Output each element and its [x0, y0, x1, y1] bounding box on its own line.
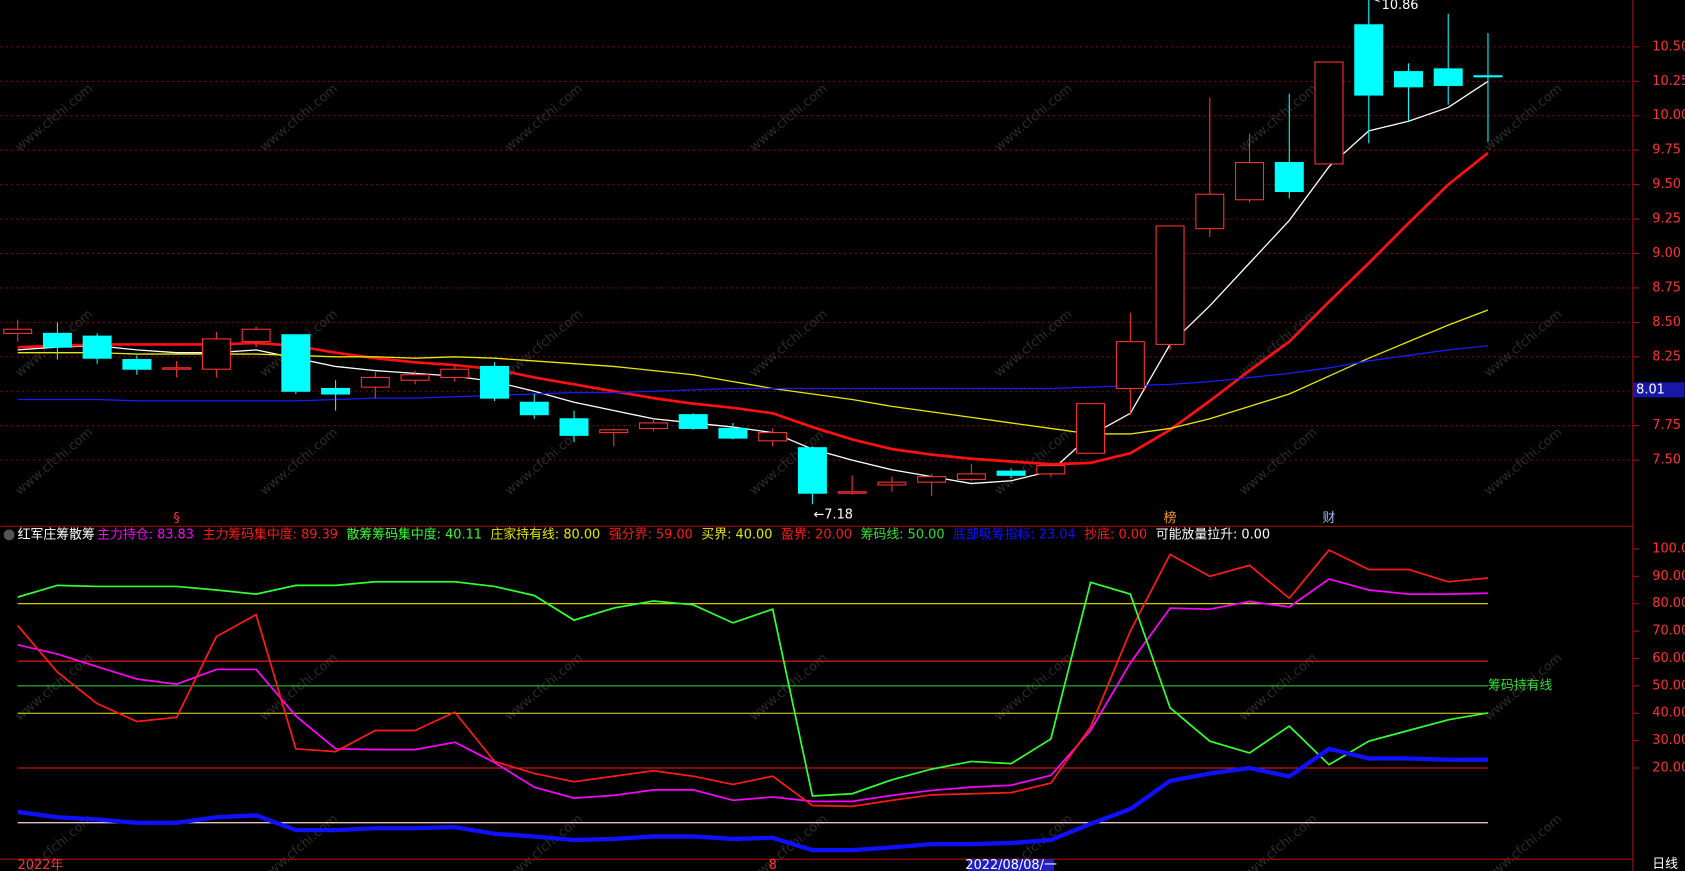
- y-tick-label: 80.00: [1652, 596, 1685, 611]
- candle-body: [1076, 403, 1106, 454]
- y-tick-label: 9.75: [1652, 143, 1681, 158]
- signal-marker: §: [173, 511, 179, 526]
- legend-entry: 买界: 40.00: [701, 527, 772, 542]
- candle-body: [1115, 341, 1145, 390]
- candle-body: [1433, 68, 1463, 86]
- y-tick-label: 9.00: [1652, 246, 1681, 261]
- indicator-line: [17, 548, 1489, 808]
- legend-entry: 盈界: 20.00: [781, 527, 852, 542]
- legend-entry: 底部吸筹指标: 23.04: [953, 526, 1076, 542]
- candle-body: [996, 470, 1026, 476]
- y-tick-label: 90.00: [1652, 569, 1685, 584]
- candle-body: [599, 429, 629, 434]
- legend-entry: 主力持仓: 83.83: [97, 527, 194, 542]
- y-tick-label: 10.00: [1652, 108, 1685, 123]
- legend-entry: 庄家持有线: 80.00: [491, 526, 601, 542]
- x-tick-label: 8: [769, 858, 777, 871]
- candle-body: [281, 334, 311, 392]
- y-tick-label: 9.25: [1652, 212, 1681, 227]
- x-tick-label: 2022年: [18, 858, 64, 871]
- candle-body: [1393, 71, 1423, 88]
- candle-body: [837, 491, 867, 494]
- annotation-leader: [1374, 0, 1380, 3]
- indicator-line: [17, 580, 1489, 797]
- candle-body: [3, 328, 33, 334]
- y-tick-label: 7.75: [1652, 418, 1681, 433]
- period-label[interactable]: 日线: [1652, 857, 1678, 871]
- candle-body: [519, 401, 549, 416]
- y-tick-label: 100.0: [1652, 541, 1685, 556]
- candle-body: [42, 332, 72, 348]
- moving-average: [17, 151, 1489, 466]
- signal-marker: 榜: [1164, 510, 1177, 526]
- candle-body: [917, 476, 947, 483]
- y-tick-label: 8.50: [1652, 315, 1681, 330]
- candle-body: [1235, 162, 1265, 201]
- cursor-date-bg: [968, 859, 1055, 871]
- y-tick-label: 8.25: [1652, 349, 1681, 364]
- y-tick-label: 10.25: [1652, 74, 1685, 89]
- y-tick-label: 8.75: [1652, 280, 1681, 295]
- candle-body: [241, 328, 271, 343]
- candle-body: [956, 473, 986, 480]
- level-note: 筹码持有线: [1488, 677, 1553, 693]
- candle-body: [1155, 225, 1185, 345]
- candle-body: [122, 359, 152, 370]
- candle-body: [1314, 61, 1344, 165]
- legend-entry: 抄底: 0.00: [1084, 526, 1147, 542]
- candle-body: [678, 414, 708, 429]
- y-tick-label: 7.50: [1652, 453, 1681, 468]
- legend-entry: 筹码线: 50.00: [861, 526, 945, 542]
- candle-body: [1036, 465, 1066, 475]
- candle-body: [1354, 24, 1384, 96]
- candle-body: [480, 365, 510, 399]
- annotation: 10.86: [1382, 0, 1419, 13]
- y-tick-label: 40.00: [1652, 706, 1685, 721]
- legend-entry: 主力筹码集中度: 89.39: [203, 526, 338, 542]
- y-tick-label: 60.00: [1652, 651, 1685, 666]
- indicator-line: [17, 578, 1488, 803]
- cursor-price-bg: [1632, 382, 1685, 398]
- candle-body: [758, 432, 788, 442]
- candle-body: [440, 368, 470, 379]
- candle-body: [797, 447, 827, 494]
- candle-body: [718, 427, 748, 439]
- candle-body: [360, 376, 390, 388]
- y-tick-label: 50.00: [1652, 678, 1685, 693]
- moving-average: [17, 80, 1489, 485]
- legend-entry: 散筹筹码集中度: 40.11: [347, 526, 482, 542]
- x-tick-label: 2022/08/08/一: [965, 858, 1057, 871]
- candle-body: [559, 418, 589, 436]
- signal-marker: 财: [1323, 511, 1336, 526]
- candle-body: [877, 481, 907, 486]
- cursor-price: 8.01: [1636, 382, 1665, 397]
- candle-body: [400, 374, 430, 381]
- annotation: ←7.18: [814, 507, 853, 522]
- indicator-title: 红军庄筹散筹: [18, 526, 95, 542]
- legend-entry: 可能放量拉升: 0.00: [1156, 527, 1270, 542]
- y-tick-label: 70.00: [1652, 624, 1685, 639]
- y-tick-label: 20.00: [1652, 761, 1685, 776]
- candle-body: [1473, 75, 1503, 78]
- y-tick-label: 9.50: [1652, 177, 1681, 192]
- candle-body: [82, 335, 112, 359]
- moving-average: [17, 309, 1489, 435]
- candle-body: [201, 338, 231, 370]
- candle-body: [1195, 193, 1225, 230]
- moving-average: [17, 345, 1489, 402]
- candle-body: [1274, 162, 1304, 193]
- legend-entry: 强分界: 59.00: [609, 527, 693, 542]
- candle-body: [638, 422, 668, 429]
- candle-body: [162, 367, 192, 370]
- indicator-icon[interactable]: [3, 529, 15, 541]
- y-tick-label: 10.50: [1652, 39, 1685, 54]
- y-tick-label: 30.00: [1652, 733, 1685, 748]
- candle-body: [321, 387, 351, 395]
- indicator-line: [17, 746, 1488, 853]
